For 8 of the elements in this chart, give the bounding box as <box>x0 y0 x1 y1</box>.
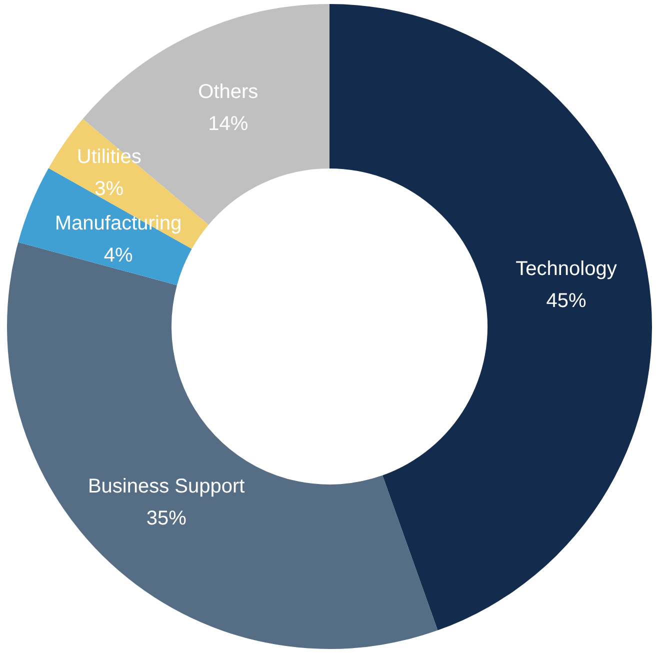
data-label: 45% <box>546 290 586 312</box>
data-label: 4% <box>104 244 133 266</box>
slice-label: Others <box>198 81 258 104</box>
data-label: 14% <box>208 113 248 136</box>
slice-label: Technology <box>516 258 617 280</box>
data-label: 35% <box>146 507 187 530</box>
data-label: 3% <box>94 178 124 200</box>
slice-label: Business Support <box>88 475 246 498</box>
